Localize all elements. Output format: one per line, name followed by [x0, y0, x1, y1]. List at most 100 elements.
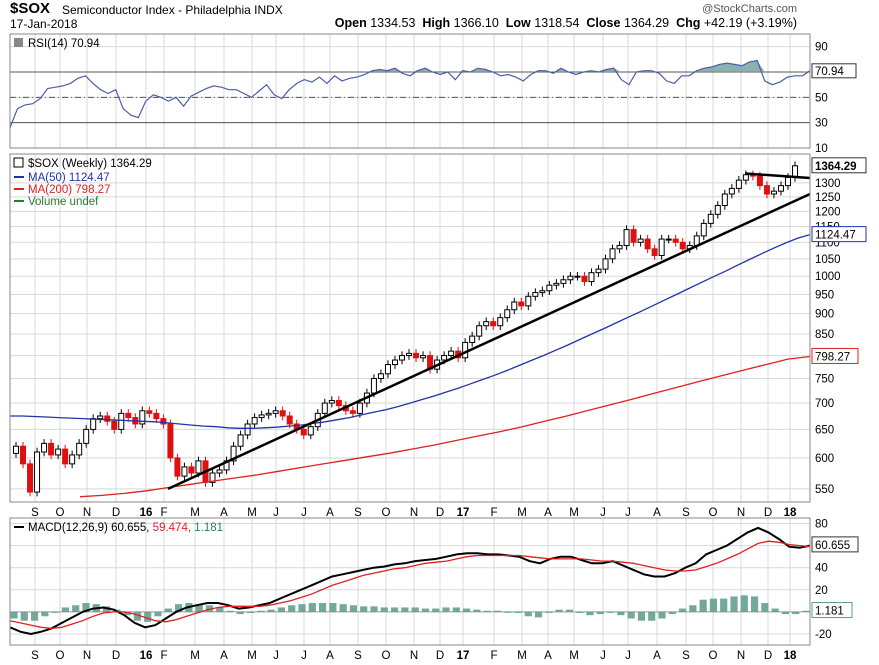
macd-hist-bar — [309, 603, 316, 612]
candle-body — [182, 467, 187, 476]
candle-body — [399, 356, 404, 360]
candle-body — [217, 470, 222, 473]
candle-body — [77, 443, 82, 455]
candle-body — [666, 239, 671, 240]
candle-body — [245, 424, 250, 435]
price-x-tick: F — [160, 507, 167, 519]
candle-body — [736, 180, 741, 188]
macd-tick-label: 40 — [815, 563, 828, 575]
candle-body — [610, 249, 615, 259]
macd-x-tick: J — [301, 650, 307, 662]
candle-body — [743, 175, 748, 180]
rsi-tick-label: 30 — [815, 118, 828, 130]
price-x-tick: 16 — [140, 507, 153, 519]
macd-hist-bar — [41, 612, 48, 616]
macd-x-tick: S — [354, 650, 362, 662]
macd-hist-bar — [381, 607, 388, 611]
macd-hist-bar — [617, 612, 624, 615]
price-x-tick: A — [220, 507, 228, 519]
candle-body — [280, 411, 285, 416]
macd-hist-bar — [412, 607, 419, 611]
macd-hist-bar — [422, 609, 429, 612]
candle-body — [701, 223, 706, 235]
candle-body — [554, 283, 559, 285]
price-tick-label: 1050 — [815, 254, 841, 266]
rsi-panel — [10, 61, 810, 128]
macd-hist-bar — [648, 612, 655, 621]
macd-hist-bar — [257, 611, 264, 612]
price-legend-item: MA(200) 798.27 — [28, 184, 110, 196]
macd-x-tick: N — [737, 650, 745, 662]
candle-body — [540, 291, 545, 293]
candle-body — [140, 411, 145, 424]
candle-body — [126, 413, 131, 417]
macd-hist-bar — [391, 607, 398, 611]
macd-hist-bar — [226, 611, 233, 612]
candle-body — [652, 249, 657, 256]
price-x-tick: S — [354, 507, 362, 519]
macd-hist-bar — [31, 612, 38, 621]
price-x-tick: O — [709, 507, 718, 519]
price-x-tick: M — [190, 507, 200, 519]
candle-body — [329, 401, 334, 404]
price-x-tick: M — [569, 507, 579, 519]
candle-body — [378, 374, 383, 379]
macd-hist-bar — [545, 612, 552, 613]
macd-legend-part: 59.474, — [153, 522, 195, 534]
candle-body — [371, 379, 376, 394]
macd-x-tick: J — [273, 650, 279, 662]
price-x-tick: N — [83, 507, 91, 519]
price-tick-label: 650 — [815, 424, 834, 436]
candle-body — [582, 276, 587, 281]
candle-body — [196, 461, 201, 473]
candle-body — [266, 413, 271, 415]
candle-body — [442, 356, 447, 360]
candle-body — [392, 360, 397, 365]
candle-body — [617, 246, 622, 249]
macd-x-tick: O — [56, 650, 65, 662]
macd-hist-bar — [340, 604, 347, 612]
macd-tick-label: 20 — [815, 585, 828, 597]
candle-body — [596, 269, 601, 273]
macd-x-tick: 17 — [457, 650, 470, 662]
candle-body — [301, 429, 306, 435]
macd-hist-bar — [237, 612, 244, 614]
price-x-tick: A — [544, 507, 552, 519]
price-tick-label: 1200 — [815, 206, 841, 218]
macd-hist-bar — [802, 611, 809, 612]
candle-body — [603, 259, 608, 269]
macd-hist-bar — [638, 612, 645, 621]
candle-body — [764, 186, 769, 194]
candle-body — [56, 449, 61, 455]
macd-hist-bar — [576, 612, 583, 613]
candle-body — [470, 336, 475, 342]
candle-body — [252, 418, 257, 424]
rsi-tick-label: 50 — [815, 92, 828, 104]
macd-panel — [10, 528, 810, 634]
price-x-tick: 17 — [457, 507, 470, 519]
grid-lines — [10, 34, 810, 645]
macd-legend-part: MACD(12,26,9) — [28, 522, 111, 534]
price-x-tick: J — [273, 507, 279, 519]
macd-x-tick: O — [709, 650, 718, 662]
candle-body — [659, 239, 664, 255]
candle-body — [238, 435, 243, 446]
macd-hist-bar — [401, 607, 408, 611]
macd-hist-bar — [782, 612, 789, 614]
price-legend-item: MA(50) 1124.47 — [28, 172, 110, 184]
candle-body — [287, 416, 292, 424]
candle-body — [119, 413, 124, 429]
macd-hist-bar — [628, 612, 635, 619]
macd-hist-bar — [21, 612, 28, 621]
macd-hist-bar — [10, 612, 17, 619]
macd-hist-bar — [494, 611, 501, 612]
price-x-tick: J — [301, 507, 307, 519]
price-x-tick: 18 — [784, 507, 797, 519]
candle-body — [147, 411, 152, 414]
price-x-tick: M — [247, 507, 257, 519]
candle-body — [722, 194, 727, 205]
macd-hist-bar — [525, 612, 532, 616]
ma50-value-label: 1124.47 — [815, 230, 856, 242]
price-x-tick: J — [625, 507, 631, 519]
candle-body — [98, 416, 103, 419]
